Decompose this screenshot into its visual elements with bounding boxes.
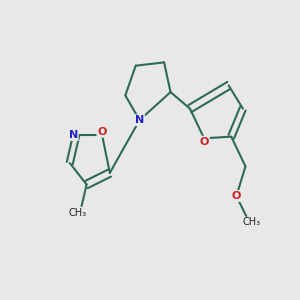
Text: N: N — [68, 130, 78, 140]
Text: O: O — [98, 127, 107, 137]
Text: CH₃: CH₃ — [243, 218, 261, 227]
Text: O: O — [232, 191, 241, 201]
Text: N: N — [135, 115, 144, 125]
Text: O: O — [200, 136, 209, 147]
Text: CH₃: CH₃ — [68, 208, 87, 218]
